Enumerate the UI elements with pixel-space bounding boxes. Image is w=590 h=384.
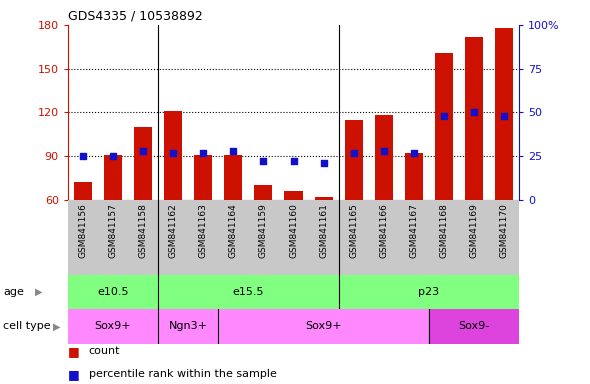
Point (289, 158, 298, 164)
Text: percentile rank within the sample: percentile rank within the sample (88, 369, 276, 379)
Text: GSM841160: GSM841160 (289, 204, 298, 258)
Text: cell type: cell type (3, 321, 51, 331)
Bar (495, 28, 513, 200)
Text: count: count (88, 346, 120, 356)
Point (138, 148, 148, 154)
Point (319, 160, 328, 166)
Text: GSM841167: GSM841167 (409, 204, 418, 258)
Text: GSM841159: GSM841159 (259, 204, 268, 258)
Text: age: age (3, 287, 24, 297)
Point (379, 148, 388, 154)
Bar (375, 115, 393, 200)
Point (439, 113, 449, 119)
Text: ■: ■ (68, 368, 80, 381)
Bar (284, 191, 303, 200)
Bar (194, 154, 212, 200)
Bar (405, 153, 423, 200)
Text: GSM841170: GSM841170 (500, 204, 509, 258)
Text: Sox9+: Sox9+ (94, 321, 132, 331)
Bar (435, 53, 453, 200)
Text: p23: p23 (418, 287, 440, 297)
Bar (134, 127, 152, 200)
Point (349, 149, 359, 156)
Text: GSM841163: GSM841163 (199, 204, 208, 258)
Point (78, 153, 88, 159)
Text: e15.5: e15.5 (232, 287, 264, 297)
Text: GSM841158: GSM841158 (139, 204, 148, 258)
Bar (345, 119, 363, 200)
Text: GSM841165: GSM841165 (349, 204, 358, 258)
Text: GSM841166: GSM841166 (379, 204, 388, 258)
Text: ■: ■ (68, 345, 80, 358)
Text: GSM841164: GSM841164 (229, 204, 238, 258)
Text: GSM841156: GSM841156 (78, 204, 87, 258)
Text: GSM841169: GSM841169 (470, 204, 478, 258)
Text: ▶: ▶ (35, 287, 43, 297)
Text: GSM841157: GSM841157 (109, 204, 117, 258)
Text: Ngn3+: Ngn3+ (169, 321, 208, 331)
Text: e10.5: e10.5 (97, 287, 129, 297)
Point (109, 153, 118, 159)
Bar (254, 185, 273, 200)
Text: GSM841168: GSM841168 (440, 204, 448, 258)
Bar (429, 309, 519, 344)
Bar (104, 154, 122, 200)
Bar (465, 36, 483, 200)
Bar (314, 197, 333, 200)
Text: Sox9+: Sox9+ (305, 321, 342, 331)
Point (228, 148, 238, 154)
Text: GSM841162: GSM841162 (169, 204, 178, 258)
Point (198, 149, 208, 156)
Point (470, 109, 479, 115)
Point (258, 158, 268, 164)
Point (499, 113, 509, 119)
Text: GSM841161: GSM841161 (319, 204, 328, 258)
Text: ▶: ▶ (53, 321, 61, 331)
Bar (164, 111, 182, 200)
Text: Sox9-: Sox9- (458, 321, 490, 331)
Bar (224, 154, 242, 200)
Point (169, 149, 178, 156)
Text: GDS4335 / 10538892: GDS4335 / 10538892 (68, 9, 202, 22)
Bar (74, 182, 92, 200)
Point (409, 149, 419, 156)
